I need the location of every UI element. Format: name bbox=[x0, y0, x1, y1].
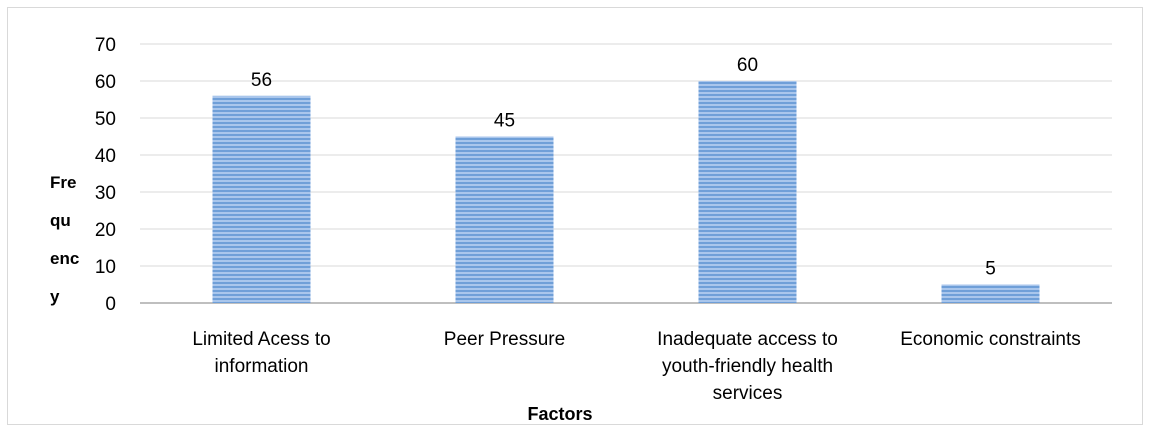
x-tick-label: Peer Pressure bbox=[444, 329, 565, 350]
y-tick-label: 70 bbox=[95, 35, 116, 56]
data-label: 45 bbox=[494, 111, 515, 132]
y-tick-label: 0 bbox=[105, 294, 116, 315]
data-label: 5 bbox=[985, 259, 996, 280]
y-tick-label: 10 bbox=[95, 257, 116, 278]
y-axis-ticks: 0 10 20 30 40 50 60 70 bbox=[95, 35, 116, 315]
bar bbox=[212, 95, 311, 303]
x-tick-label: youth-friendly health bbox=[662, 356, 833, 377]
y-tick-label: 20 bbox=[95, 220, 116, 241]
data-label: 56 bbox=[251, 70, 272, 91]
x-tick-label: Inadequate access to bbox=[657, 329, 838, 350]
y-axis-title: Fre qu enc y bbox=[50, 164, 84, 316]
chart-frame bbox=[7, 7, 1143, 425]
bars bbox=[212, 81, 1040, 303]
y-tick-label: 30 bbox=[95, 183, 116, 204]
y-axis-title-line: Fre bbox=[50, 173, 77, 192]
x-tick-label: services bbox=[713, 383, 783, 404]
y-axis-title-line: enc bbox=[50, 249, 80, 268]
data-labels: 56 45 60 5 bbox=[251, 55, 996, 280]
x-tick-label: information bbox=[215, 356, 309, 377]
y-tick-label: 50 bbox=[95, 109, 116, 130]
y-tick-label: 40 bbox=[95, 146, 116, 167]
y-axis-title-line: y bbox=[50, 287, 60, 306]
bar bbox=[455, 136, 554, 303]
x-axis-title: Factors bbox=[527, 404, 593, 424]
y-tick-label: 60 bbox=[95, 72, 116, 93]
bar bbox=[698, 81, 797, 303]
x-tick-label: Economic constraints bbox=[900, 329, 1081, 350]
x-tick-label: Limited Acess to bbox=[192, 329, 330, 350]
y-axis-title-line: qu bbox=[50, 211, 71, 230]
bar bbox=[941, 284, 1040, 303]
data-label: 60 bbox=[737, 55, 758, 76]
x-axis-categories: Limited Acess to information Peer Pressure… bbox=[192, 329, 1080, 404]
